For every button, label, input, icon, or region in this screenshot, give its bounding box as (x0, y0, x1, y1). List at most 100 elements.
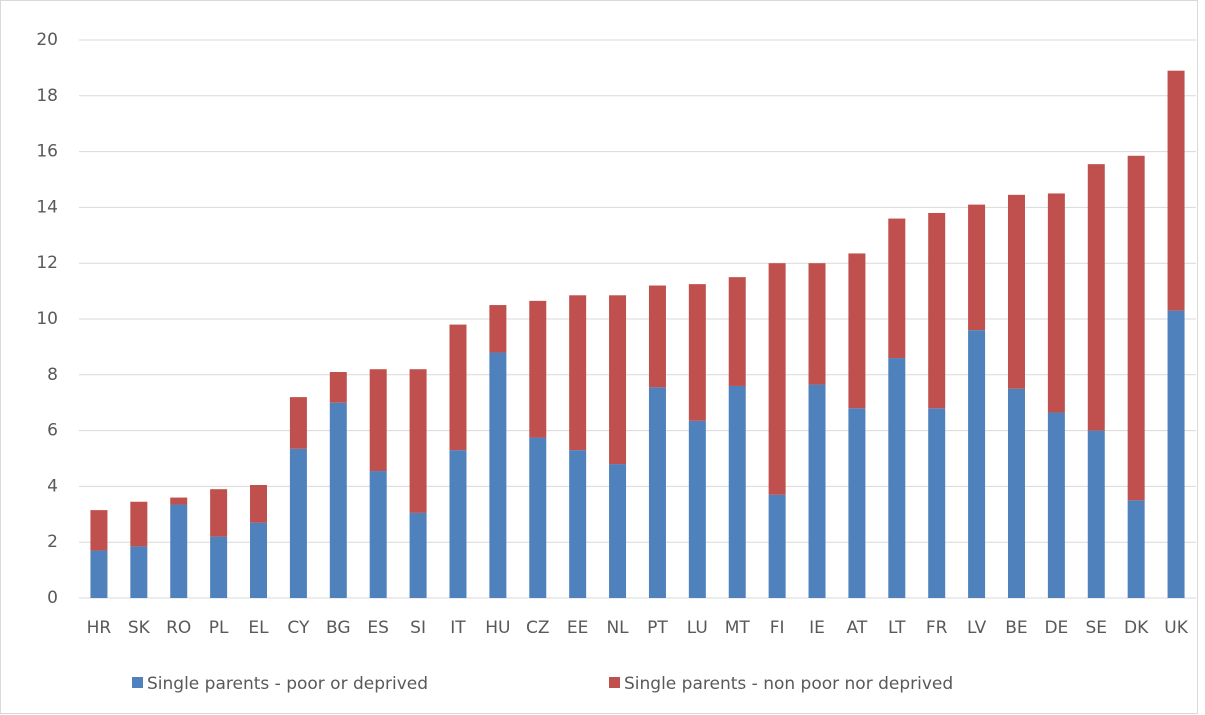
x-tick-label: SK (128, 618, 151, 638)
bar-segment (888, 218, 906, 359)
x-tick-label: SE (1085, 618, 1107, 638)
x-tick-label: LU (687, 618, 708, 638)
x-tick-label: HU (485, 618, 510, 638)
legend-swatch (609, 677, 620, 688)
bar-segment (1087, 430, 1105, 598)
bar-segment (1007, 388, 1025, 598)
bar-segment (928, 212, 946, 409)
bar-segment (768, 263, 786, 495)
bar-segment (968, 204, 986, 331)
x-tick-label: PT (647, 618, 668, 638)
x-tick-label: IT (450, 618, 466, 638)
bar-segment (289, 448, 307, 598)
bar-segment (648, 387, 666, 598)
bar-segment (1047, 193, 1065, 413)
y-tick-label: 8 (47, 365, 58, 385)
bar-segment (968, 330, 986, 598)
bar-segment (609, 464, 627, 598)
bar-segment (569, 295, 587, 451)
x-tick-label: DK (1124, 618, 1149, 638)
bar-segment (90, 550, 108, 598)
bar-segment (848, 253, 866, 409)
bar-segment (130, 546, 148, 598)
bar-segment (609, 295, 627, 465)
bar-segment (210, 489, 228, 537)
legend: Single parents - poor or deprived Single… (132, 674, 953, 694)
x-tick-label: HR (87, 618, 112, 638)
bar-segment (1167, 310, 1185, 598)
y-tick-label: 10 (36, 309, 58, 329)
x-tick-label: EL (248, 618, 269, 638)
bar-segment (888, 358, 906, 598)
y-tick-label: 0 (47, 588, 58, 608)
bar-segment (728, 385, 746, 598)
bar-segment (648, 285, 666, 388)
x-tick-label: FR (926, 618, 948, 638)
x-tick-label: PL (209, 618, 229, 638)
bar-segment (529, 437, 547, 598)
bar-segment (848, 408, 866, 598)
x-tick-label: FI (770, 618, 785, 638)
bar-segment (90, 510, 108, 551)
y-tick-label: 6 (47, 421, 58, 441)
x-tick-label: CZ (526, 618, 550, 638)
y-tick-label: 16 (36, 142, 58, 162)
bar-segment (1087, 164, 1105, 431)
bar-segment (1047, 412, 1065, 598)
bar-segment (1127, 500, 1145, 598)
bar-segment (369, 369, 387, 472)
x-tick-label: LT (888, 618, 906, 638)
bar-segment (808, 384, 826, 598)
bar-segment (1167, 70, 1185, 311)
bar-segment (489, 352, 507, 598)
bar-segment (688, 284, 706, 421)
x-tick-label: SI (410, 618, 426, 638)
y-tick-label: 18 (36, 86, 58, 106)
bar-segment (928, 408, 946, 598)
x-tick-label: EE (567, 618, 588, 638)
y-tick-label: 2 (47, 532, 58, 552)
bar-segment (768, 494, 786, 598)
bar-segment (250, 485, 268, 523)
x-tick-label: RO (166, 618, 191, 638)
legend-label: Single parents - poor or deprived (147, 674, 428, 694)
bar-segment (329, 372, 347, 403)
legend-label: Single parents - non poor nor deprived (624, 674, 953, 694)
y-tick-label: 20 (36, 30, 58, 50)
bar-segment (1127, 155, 1145, 501)
bar-segment (329, 402, 347, 598)
bar-segment (808, 263, 826, 385)
bar-segment (449, 324, 467, 451)
x-tick-label: AT (847, 618, 868, 638)
x-tick-label: IE (809, 618, 825, 638)
x-tick-label: NL (606, 618, 629, 638)
x-tick-label: DE (1044, 618, 1068, 638)
bar-segment (409, 512, 427, 598)
x-tick-label: MT (725, 618, 751, 638)
x-tick-label: LV (967, 618, 987, 638)
bar-segment (289, 397, 307, 449)
bar-segment (688, 420, 706, 598)
bar-segment (409, 369, 427, 513)
bar-segment (1007, 194, 1025, 389)
bar-segment (210, 536, 228, 598)
y-tick-label: 14 (36, 197, 58, 217)
bar-segment (170, 504, 188, 598)
bar-segment (728, 277, 746, 386)
legend-swatch (132, 677, 143, 688)
bar-segment (250, 522, 268, 598)
x-tick-label: BG (326, 618, 351, 638)
x-tick-label: UK (1164, 618, 1188, 638)
x-tick-label: CY (287, 618, 310, 638)
x-tick-label: ES (367, 618, 389, 638)
bar-segment (489, 305, 507, 353)
bar-segment (369, 471, 387, 598)
bar-segment (569, 450, 587, 598)
bar-segment (529, 300, 547, 438)
bar-segment (130, 501, 148, 547)
x-tick-label: BE (1005, 618, 1027, 638)
bar-segment (170, 497, 188, 505)
y-tick-label: 4 (47, 476, 58, 496)
